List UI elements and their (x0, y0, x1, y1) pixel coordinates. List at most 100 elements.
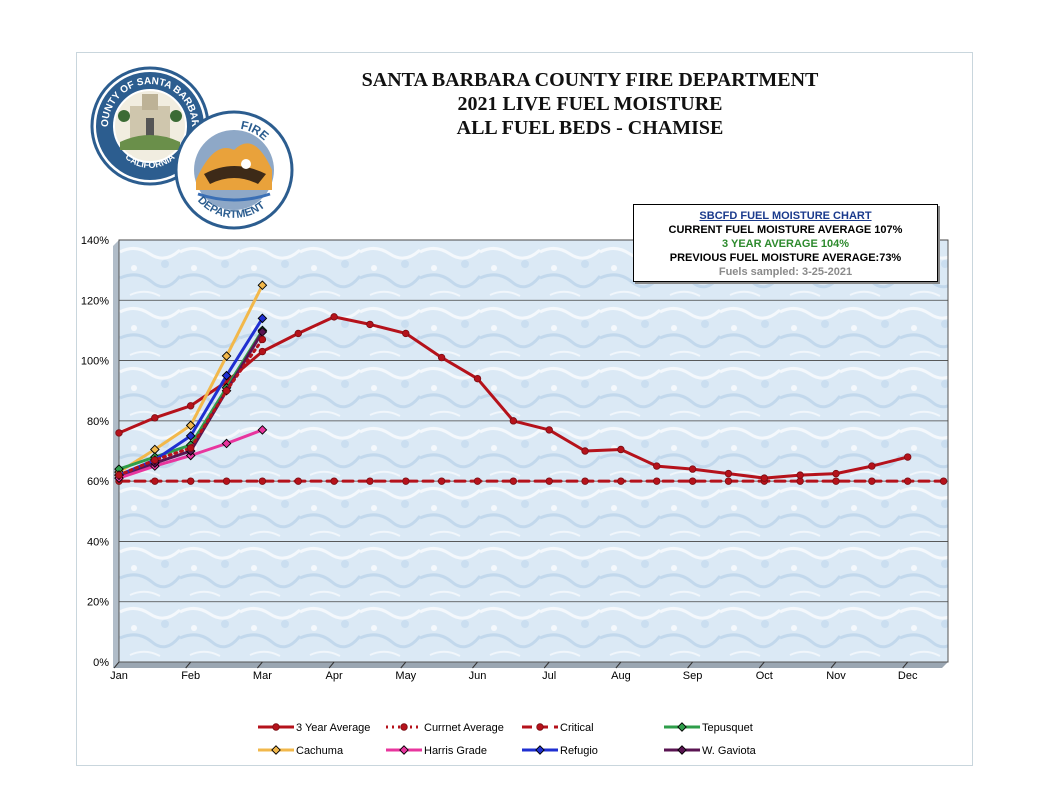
data-point (904, 453, 912, 461)
data-point (366, 477, 374, 485)
legend-label: 3 Year Average (296, 722, 370, 734)
data-point (402, 329, 410, 338)
info-sampled-date: Fuels sampled: 3-25-2021 (718, 266, 853, 278)
data-point (221, 351, 232, 361)
x-tick (185, 661, 192, 669)
legend-label: Currnet Average (424, 722, 504, 734)
y-tick-label: 80% (87, 416, 109, 428)
chart-title-line2: 2021 LIVE FUEL MOISTURE (457, 93, 723, 115)
data-point (724, 469, 733, 478)
data-point (509, 417, 518, 425)
data-point (832, 469, 840, 478)
data-point (402, 477, 410, 485)
chart-title-line1: SANTA BARBARA COUNTY FIRE DEPARTMENT (361, 69, 819, 91)
x-tick-label: Aug (611, 670, 631, 682)
legend-label: Tepusquet (702, 722, 753, 734)
chart-title-line3: ALL FUEL BEDS - CHAMISE (456, 117, 724, 139)
x-tick-label: Jun (469, 670, 487, 682)
data-point (653, 477, 661, 485)
data-point (221, 438, 232, 449)
legend-item: Tepusquet (664, 722, 753, 734)
data-point (151, 456, 159, 464)
info-heading: SBCFD FUEL MOISTURE CHART (699, 210, 872, 222)
legend-marker (677, 722, 687, 732)
data-point (724, 477, 733, 485)
x-tick-label: May (395, 670, 416, 682)
data-point (437, 353, 446, 362)
data-point (330, 313, 338, 321)
y-tick-label: 140% (81, 235, 109, 247)
plot-area (118, 239, 949, 663)
data-point (294, 477, 302, 485)
x-tick (257, 661, 263, 669)
data-point (581, 447, 589, 455)
x-tick (758, 661, 765, 669)
data-point (222, 387, 231, 395)
data-point (581, 477, 589, 485)
x-tick-label: Jul (542, 670, 556, 682)
x-tick (400, 661, 407, 669)
data-point (185, 420, 196, 431)
x-tick-label: Sep (683, 670, 703, 682)
x-tick-label: Jan (110, 670, 128, 682)
data-point (473, 477, 482, 485)
legend-item: 3 Year Average (258, 722, 370, 734)
data-point (617, 477, 625, 485)
legend-label: Refugio (560, 745, 598, 757)
data-point (796, 477, 804, 485)
x-tick (687, 661, 693, 669)
legend-item: W. Gaviota (664, 745, 757, 757)
data-point (545, 477, 553, 485)
x-tick-label: Feb (181, 670, 200, 682)
y-tick-label: 100% (81, 356, 109, 368)
x-tick-label: Oct (756, 670, 773, 682)
data-point (115, 429, 123, 437)
y-tick-label: 120% (81, 295, 109, 307)
data-point (222, 477, 231, 485)
data-point (904, 477, 912, 485)
plot-floor (113, 662, 948, 668)
data-point (257, 280, 268, 291)
data-point (366, 320, 374, 329)
fire-department-logo: FIRE DEPARTMENT (174, 110, 294, 230)
data-point (186, 402, 195, 410)
legend-marker (677, 745, 687, 755)
legend-label: W. Gaviota (702, 745, 757, 757)
y-tick-label: 20% (87, 597, 109, 609)
x-tick-label: Nov (826, 670, 846, 682)
data-point (688, 465, 697, 473)
legend-marker (535, 745, 545, 755)
plot-side-wall (113, 240, 119, 668)
legend-marker (272, 723, 280, 731)
data-point (939, 477, 948, 485)
info-current-average: CURRENT FUEL MOISTURE AVERAGE 107% (668, 224, 903, 236)
legend-item: Currnet Average (386, 722, 504, 734)
y-tick-label: 0% (93, 657, 109, 669)
data-point (221, 370, 232, 381)
legend-marker (271, 745, 281, 755)
data-point (868, 477, 876, 485)
county-seal-logo: COUNTY OF SANTA BARBARA CALIFORNIA (90, 66, 210, 186)
legend-label: Cachuma (296, 745, 344, 757)
legend-item: Refugio (522, 745, 598, 757)
x-tick-label: Dec (898, 670, 918, 682)
data-point (257, 425, 268, 435)
data-point (473, 374, 482, 383)
data-point (832, 477, 840, 485)
x-tick (472, 661, 478, 669)
x-tick-label: Apr (326, 670, 343, 682)
legend-item: Cachuma (258, 745, 344, 757)
data-point (617, 445, 625, 454)
data-point (868, 462, 876, 470)
x-tick (902, 661, 909, 669)
x-tick (328, 661, 335, 669)
legend-item: Harris Grade (386, 745, 487, 757)
data-point (653, 462, 661, 470)
data-point (186, 477, 195, 485)
y-tick-label: 40% (87, 536, 109, 548)
data-point (258, 335, 267, 344)
data-point (437, 477, 446, 485)
legend-marker (399, 745, 409, 755)
data-point (796, 471, 804, 479)
